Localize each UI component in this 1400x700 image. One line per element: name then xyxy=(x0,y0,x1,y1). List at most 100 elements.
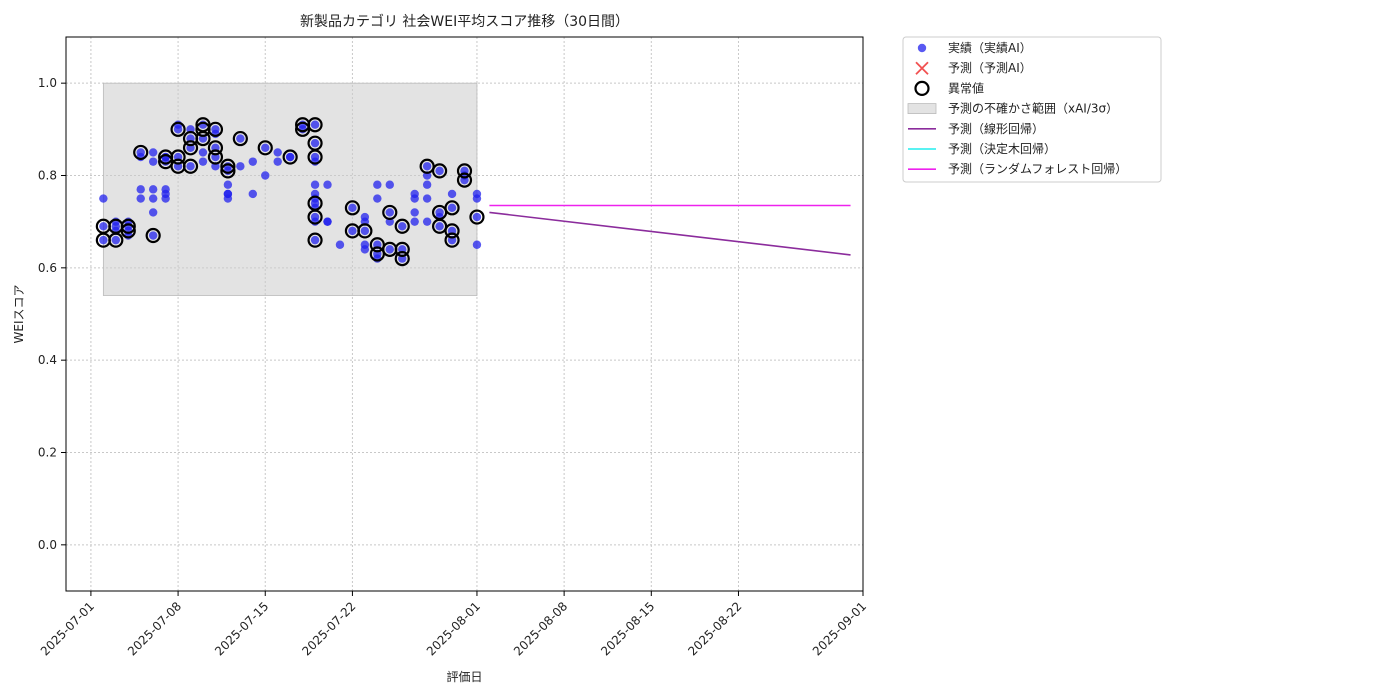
linear-regression-line xyxy=(489,211,851,256)
anomaly-point xyxy=(120,223,136,239)
actual-point xyxy=(422,162,432,171)
anomaly-point xyxy=(394,218,410,234)
actual-point xyxy=(335,240,345,249)
actual-point xyxy=(273,157,282,166)
actual-point xyxy=(148,208,158,217)
actual-point xyxy=(410,208,419,217)
actual-point xyxy=(323,217,332,226)
anomaly-point xyxy=(431,163,448,179)
actual-point xyxy=(148,194,158,203)
anomaly-point xyxy=(382,204,398,221)
actual-point xyxy=(360,245,370,254)
legend-label: 実績（実績AI） xyxy=(948,40,1032,55)
actual-point xyxy=(422,217,432,226)
actual-point xyxy=(223,180,233,189)
legend-marker-predicted xyxy=(915,61,929,75)
y-axis-title: WEIスコア xyxy=(12,285,26,344)
y-tick-label: 0.4 xyxy=(38,353,57,367)
actual-point xyxy=(273,148,282,157)
actual-point xyxy=(373,194,382,203)
actual-point xyxy=(447,203,457,213)
anomaly-point xyxy=(456,163,473,179)
actual-point xyxy=(373,180,382,189)
uncertainty-band xyxy=(102,82,478,296)
y-tick-label: 0.6 xyxy=(38,261,57,275)
actual-point xyxy=(236,162,245,171)
legend-item: 予測（決定木回帰） xyxy=(908,141,1056,156)
actual-point xyxy=(385,180,394,189)
anomaly-point xyxy=(182,158,199,174)
actual-point xyxy=(148,157,158,166)
actual-point xyxy=(310,235,320,245)
anomaly-point xyxy=(195,130,211,147)
prediction-line-layer xyxy=(489,204,851,256)
anomaly-point xyxy=(257,140,273,156)
anomaly-point xyxy=(307,117,323,133)
anomaly-point xyxy=(307,149,323,165)
legend-label: 予測（予測AI） xyxy=(948,61,1032,75)
actual-point xyxy=(236,134,245,143)
actual-point xyxy=(148,231,158,240)
x-tick-label: 2025-07-22 xyxy=(299,599,358,658)
actual-point xyxy=(398,222,407,231)
actual-point xyxy=(472,194,482,203)
legend-item: 予測（ランダムフォレスト回帰） xyxy=(908,161,1127,176)
anomaly-point xyxy=(282,149,298,165)
actual-point xyxy=(248,157,257,166)
y-axis-ticks: 0.0 0.2 0.4 0.6 0.8 1.0 xyxy=(38,76,66,552)
actual-point xyxy=(472,212,482,222)
actual-point xyxy=(161,194,170,203)
x-tick-label: 2025-08-01 xyxy=(424,599,483,658)
uncertainty-band-layer xyxy=(102,82,478,296)
legend-label: 予測（線形回帰） xyxy=(948,121,1044,136)
y-tick-label: 0.0 xyxy=(38,538,57,552)
legend-label: 予測の不確かさ範囲（xAI/3σ） xyxy=(948,101,1118,116)
legend-marker-actual xyxy=(917,43,927,53)
actual-point xyxy=(111,222,121,231)
actual-point xyxy=(136,194,145,203)
actual-point xyxy=(99,235,108,245)
anomaly-point xyxy=(207,121,224,137)
anomaly-point xyxy=(170,149,186,165)
anomaly-point xyxy=(456,172,473,188)
anomaly-points-layer xyxy=(95,117,485,267)
legend-label: 予測（決定木回帰） xyxy=(948,141,1056,156)
x-tick-label: 2025-07-01 xyxy=(38,599,97,658)
legend-label: 予測（ランダムフォレスト回帰） xyxy=(948,161,1127,176)
actual-point xyxy=(223,189,233,199)
actual-point xyxy=(261,143,270,152)
plot-frame xyxy=(65,36,864,592)
actual-point xyxy=(472,240,482,249)
anomaly-point xyxy=(133,144,149,161)
legend-item: 予測（線形回帰） xyxy=(908,121,1044,136)
anomaly-point xyxy=(220,163,236,179)
actual-point xyxy=(285,152,295,162)
actual-point xyxy=(435,222,444,231)
actual-point xyxy=(422,180,432,189)
legend-item: 予測の不確かさ範囲（xAI/3σ） xyxy=(907,101,1118,116)
actual-point xyxy=(261,171,270,180)
legend-item: 実績（実績AI） xyxy=(917,40,1032,55)
actual-point xyxy=(148,185,158,194)
actual-point xyxy=(186,162,195,171)
x-tick-label: 2025-08-22 xyxy=(685,599,744,658)
x-tick-label: 2025-09-01 xyxy=(810,599,869,658)
anomaly-point xyxy=(145,227,161,244)
y-tick-label: 1.0 xyxy=(38,76,57,90)
x-axis-title: 評価日 xyxy=(446,669,482,684)
actual-point xyxy=(360,226,370,236)
anomaly-point xyxy=(207,149,224,165)
actual-point xyxy=(447,189,457,199)
actual-point xyxy=(136,185,145,194)
actual-point xyxy=(198,148,208,157)
x-tick-label: 2025-08-08 xyxy=(511,599,570,658)
anomaly-point xyxy=(182,140,199,156)
anomaly-point xyxy=(394,241,410,257)
actual-point xyxy=(99,222,108,231)
actual-point xyxy=(310,180,320,189)
actual-point xyxy=(385,245,394,254)
actual-point xyxy=(99,194,108,203)
anomaly-point xyxy=(469,209,485,225)
actual-point xyxy=(435,166,444,176)
